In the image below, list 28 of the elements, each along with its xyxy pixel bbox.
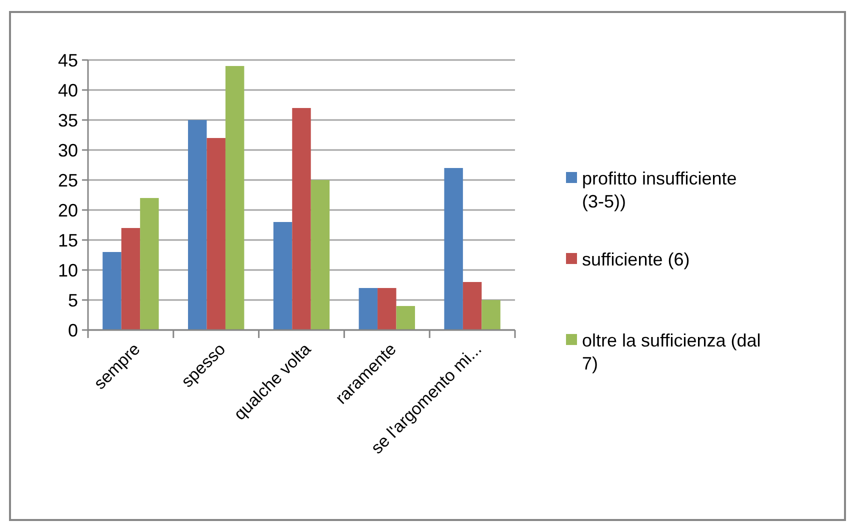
bar xyxy=(140,198,159,330)
y-tick-label: 15 xyxy=(58,230,78,250)
bar xyxy=(310,180,330,330)
y-tick-label: 20 xyxy=(58,200,78,220)
legend-label: profitto insufficiente (3-5)) xyxy=(582,168,737,212)
bar xyxy=(378,288,396,330)
y-tick-label: 35 xyxy=(58,110,78,130)
y-tick-label: 5 xyxy=(68,290,78,310)
y-tick-label: 25 xyxy=(58,170,78,190)
bar xyxy=(358,288,378,330)
y-tick-label: 30 xyxy=(58,140,78,160)
y-tick-label: 10 xyxy=(58,260,78,280)
legend-label: oltre la sufficienza (dal 7) xyxy=(582,330,761,374)
bar xyxy=(121,228,140,330)
bar xyxy=(462,282,482,330)
bar xyxy=(273,222,292,330)
y-tick-label: 40 xyxy=(58,80,78,100)
bar xyxy=(225,66,244,330)
bar xyxy=(292,108,311,330)
legend-label: sufficiente (6) xyxy=(582,249,690,270)
y-tick-label: 45 xyxy=(58,50,78,70)
bar xyxy=(444,168,463,330)
y-tick-label: 0 xyxy=(68,320,78,340)
bar xyxy=(188,120,207,330)
bar xyxy=(206,138,226,330)
bar xyxy=(102,252,122,330)
bar xyxy=(396,306,415,330)
bar xyxy=(482,300,500,330)
